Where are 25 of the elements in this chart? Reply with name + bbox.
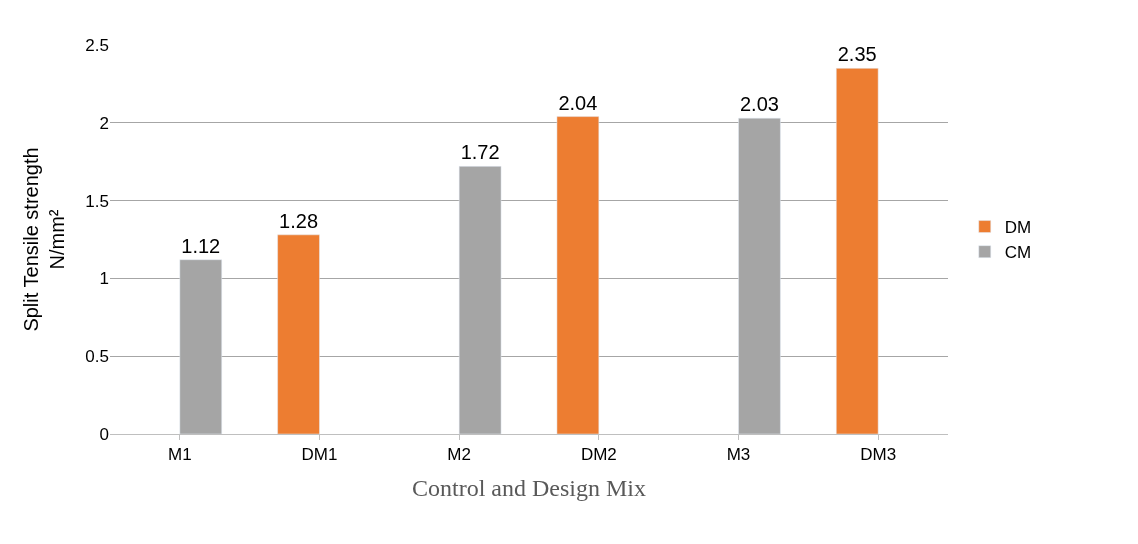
- x-tick-label: DM3: [860, 445, 897, 465]
- y-tick-label: 2: [99, 113, 109, 133]
- x-tick-label: M2: [447, 445, 471, 465]
- x-tick-label: M1: [168, 445, 192, 465]
- y-tick-label: 0.5: [85, 347, 109, 367]
- legend-label: CM: [1004, 243, 1032, 263]
- y-tick-label: 1: [99, 269, 109, 289]
- bar: [836, 68, 879, 434]
- y-tick-label: 2.5: [85, 35, 109, 55]
- data-label: 2.04: [558, 91, 598, 114]
- bar: [277, 234, 320, 434]
- y-tick-label: 0: [99, 424, 109, 444]
- data-label: 2.03: [739, 93, 779, 116]
- x-tick-label: M3: [726, 445, 751, 465]
- x-axis-title: Control and Design Mix: [412, 474, 646, 501]
- data-label: 1.28: [279, 209, 319, 232]
- data-label: 1.12: [181, 234, 221, 257]
- data-label: 2.35: [837, 43, 877, 66]
- y-tick-label: 1.5: [85, 191, 109, 211]
- legend-label: DM: [1004, 218, 1032, 238]
- y-axis-title: Split Tensile strength N/mm²: [19, 147, 68, 332]
- data-label: 1.72: [460, 141, 500, 164]
- x-tick-label: DM2: [580, 445, 617, 465]
- bar: [556, 116, 600, 434]
- x-tick-label: DM1: [301, 445, 338, 465]
